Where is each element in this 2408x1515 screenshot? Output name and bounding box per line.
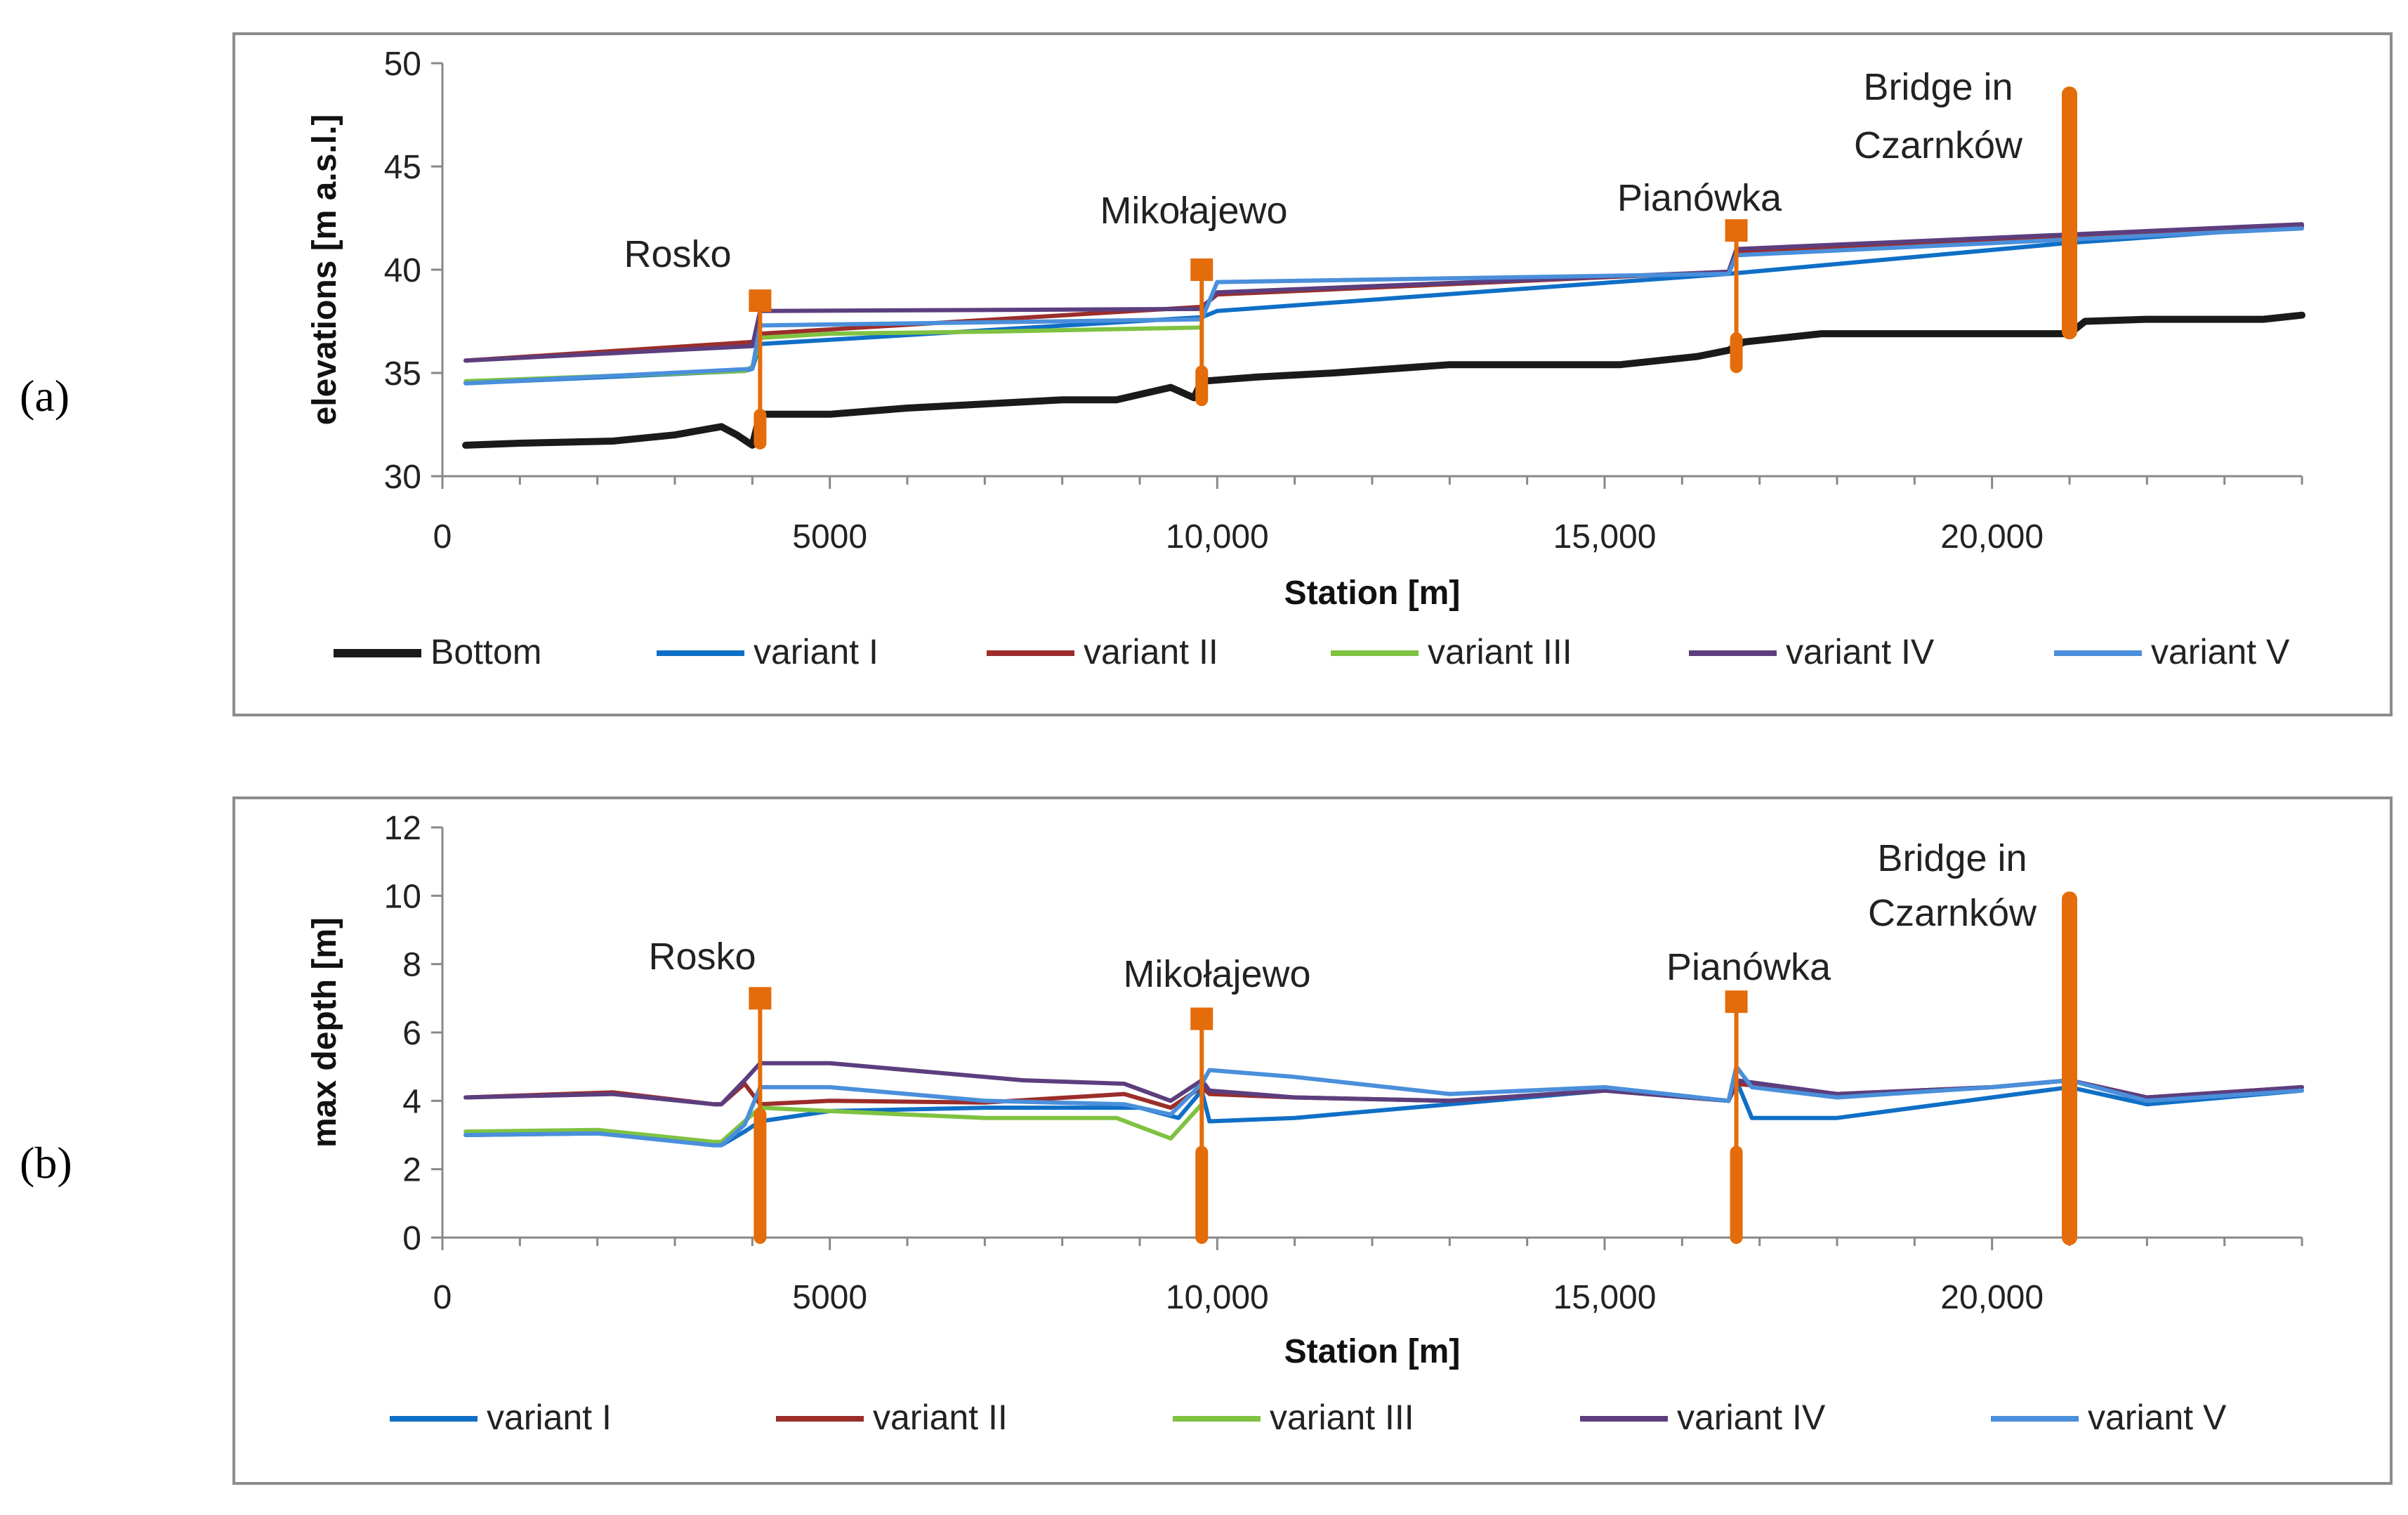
legend-label: variant III	[1428, 632, 1572, 671]
structure-label: Pianówka	[1617, 177, 1782, 219]
x-tick-label: 15,000	[1553, 1279, 1657, 1316]
legend-item: variant IV	[1580, 1398, 1826, 1437]
structure-marker: Rosko	[648, 936, 772, 1244]
structure-label: Czarnków	[1854, 124, 2023, 166]
structure-label: Rosko	[648, 936, 756, 978]
structure-marker: Pianówka	[1617, 177, 1782, 374]
y-axis-title: elevations [m a.s.l.]	[306, 114, 343, 426]
structure-label: Bridge in	[1877, 837, 2027, 879]
structure-top-marker	[1190, 1007, 1213, 1030]
structure-label: Czarnków	[1868, 892, 2037, 934]
structure-marker: Bridge in Czarnków	[1868, 837, 2077, 1245]
y-tick-label: 4	[402, 1083, 421, 1120]
y-tick-label: 35	[384, 355, 421, 393]
legend-label: variant IV	[1786, 632, 1935, 671]
panel-label: (a)	[20, 371, 70, 421]
structure-marker: Mikołajewo	[1123, 953, 1311, 1244]
y-tick-label: 2	[402, 1152, 421, 1189]
structure-label: Mikołajewo	[1100, 190, 1287, 232]
y-tick-label: 12	[384, 810, 421, 847]
structure-label: Bridge in	[1863, 66, 2013, 108]
structure-top-marker	[1725, 990, 1748, 1014]
y-tick-label: 0	[402, 1220, 421, 1257]
series-line-variant-i	[463, 1078, 2304, 1148]
chart-panel-b: 0 2 4 6 8 10 12 0 5000 10,000 15,000 20,000 Station …	[232, 796, 2393, 1485]
y-tick-label: 8	[402, 947, 421, 984]
x-tick-label: 0	[433, 1279, 452, 1316]
structure-marker: Rosko	[624, 233, 772, 450]
legend-label: variant I	[487, 1398, 612, 1437]
structure-label: Mikołajewo	[1123, 953, 1310, 995]
legend-item: variant II	[987, 632, 1218, 671]
y-tick-label: 6	[402, 1015, 421, 1052]
legend-item: variant III	[1331, 632, 1572, 671]
legend-label: variant V	[2151, 632, 2290, 671]
legend-item: variant V	[2054, 632, 2290, 671]
legend: variant I variant II variant III variant IV…	[390, 1398, 2227, 1437]
series-line-variant-v	[463, 1064, 2304, 1148]
y-tick-label: 30	[384, 459, 421, 496]
y-tick-label: 45	[384, 149, 421, 186]
legend-label: variant II	[873, 1398, 1008, 1437]
legend-label: variant I	[754, 632, 879, 671]
x-tick-label: 20,000	[1940, 518, 2044, 556]
structure-top-marker	[1725, 219, 1748, 242]
legend-item: variant II	[776, 1398, 1008, 1437]
x-tick-label: 5000	[792, 518, 867, 556]
structure-label: Pianówka	[1666, 946, 1831, 988]
legend: Bottom variant I variant II variant III vari…	[334, 632, 2290, 671]
structure-marker: Pianówka	[1666, 946, 1831, 1244]
x-tick-label: 20,000	[1940, 1279, 2044, 1316]
structure-top-marker	[749, 987, 772, 1010]
legend-item: variant V	[1991, 1398, 2227, 1437]
chart-frame	[232, 796, 2393, 1485]
y-tick-label: 10	[384, 878, 421, 915]
panel-label: (b)	[20, 1138, 72, 1188]
x-tick-label: 10,000	[1166, 1279, 1269, 1316]
x-axis-title: Station [m]	[1284, 1333, 1461, 1370]
chart-panel-a: 30 35 40 45 50 0 5000 10,000 15,000 20,000 Station…	[232, 32, 2393, 716]
y-axis-title: max depth [m]	[306, 917, 343, 1148]
legend-label: Bottom	[430, 632, 541, 671]
y-tick-label: 50	[384, 46, 421, 83]
legend-item: variant I	[657, 632, 879, 671]
x-tick-label: 5000	[792, 1279, 867, 1316]
structure-top-marker	[749, 289, 772, 313]
structure-marker: Mikołajewo	[1100, 190, 1288, 407]
y-tick-label: 40	[384, 252, 421, 289]
structure-label: Rosko	[624, 233, 731, 275]
structure-top-marker	[1190, 258, 1213, 281]
legend-item: variant III	[1173, 1398, 1414, 1437]
legend-item: variant I	[390, 1398, 612, 1437]
legend-label: variant II	[1084, 632, 1218, 671]
structure-marker: Bridge in Czarnków	[1854, 66, 2077, 340]
x-tick-label: 10,000	[1166, 518, 1269, 556]
x-tick-label: 0	[433, 518, 452, 556]
legend-label: variant III	[1270, 1398, 1414, 1437]
x-tick-label: 15,000	[1553, 518, 1657, 556]
legend-item: Bottom	[334, 632, 541, 671]
x-axis-title: Station [m]	[1284, 575, 1461, 612]
legend-label: variant V	[2088, 1398, 2227, 1437]
legend-label: variant IV	[1677, 1398, 1826, 1437]
legend-item: variant IV	[1689, 632, 1935, 671]
